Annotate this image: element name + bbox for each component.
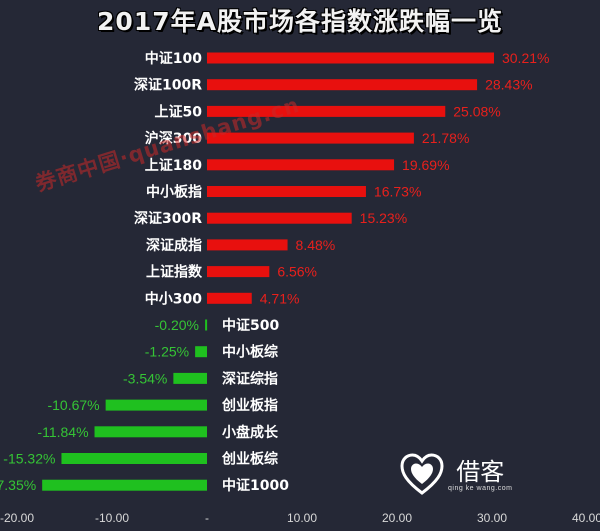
value-label: -15.32% — [3, 451, 55, 467]
bar-9 — [207, 266, 270, 278]
category-label: 沪深300 — [145, 130, 202, 147]
value-label: -11.84% — [37, 424, 88, 440]
bar-16 — [61, 453, 208, 464]
labels-group: 中证100 30.21% 深证100R 28.43% 上证50 25.08% 沪深300 21… — [0, 50, 549, 494]
category-label: 中小板指 — [146, 184, 202, 201]
value-label: -17.35% — [0, 477, 36, 493]
value-label: 16.73% — [374, 184, 421, 200]
value-label: 4.71% — [260, 290, 300, 306]
x-tick-label: 30.00 — [477, 511, 507, 525]
category-label: 上证180 — [145, 158, 202, 174]
category-label: 深证100R — [134, 77, 202, 94]
bar-17 — [42, 479, 207, 491]
chart-title: 2017年A股市场各指数涨跌幅一览 — [97, 7, 503, 36]
category-label: 创业板指 — [221, 397, 278, 414]
bar-13 — [173, 372, 207, 384]
value-label: 30.21% — [502, 50, 549, 66]
category-label: 中证100 — [145, 50, 202, 67]
value-label: 6.56% — [277, 264, 317, 280]
category-label: 中小板综 — [222, 344, 278, 361]
category-label: 深证成指 — [146, 237, 202, 254]
bar-1 — [207, 52, 494, 64]
value-label: 8.48% — [296, 237, 336, 253]
category-label: 小盘成长 — [222, 424, 279, 441]
bars-group — [42, 52, 494, 491]
value-label: -3.54% — [123, 370, 167, 386]
bar-6 — [207, 186, 366, 197]
bar-2 — [207, 79, 478, 91]
bar-3 — [207, 105, 446, 117]
bar-11 — [205, 319, 208, 331]
value-label: -10.67% — [47, 397, 99, 413]
category-label: 深证300R — [134, 210, 202, 227]
bar-14 — [105, 399, 207, 411]
category-label: 中证500 — [222, 317, 279, 334]
value-label: 21.78% — [422, 130, 469, 146]
logo-name: 借客 — [456, 457, 505, 486]
x-tick-label: -10.00 — [95, 511, 129, 525]
bar-15 — [94, 426, 207, 438]
value-label: 28.43% — [485, 77, 532, 93]
x-tick-label: -20.00 — [0, 511, 34, 525]
category-label: 中证1000 — [222, 477, 289, 494]
category-label: 中小300 — [145, 290, 202, 307]
bar-4 — [207, 132, 414, 144]
value-label: 19.69% — [402, 157, 449, 173]
brand-logo: 借客 qing ke wang.com — [400, 452, 530, 498]
x-tick-label: 40.00 — [572, 511, 600, 525]
bar-8 — [207, 239, 288, 251]
category-label: 上证指数 — [146, 264, 203, 281]
category-label: 上证50 — [155, 104, 203, 120]
logo-site: qing ke wang.com — [448, 484, 513, 492]
x-tick-label: 20.00 — [382, 511, 412, 525]
value-label: -0.20% — [155, 317, 199, 333]
category-label: 创业板综 — [221, 451, 278, 468]
bar-5 — [207, 159, 395, 171]
bar-7 — [207, 212, 352, 224]
bar-12 — [195, 346, 207, 358]
value-label: -1.25% — [145, 344, 189, 360]
heart-logo-icon — [400, 453, 444, 495]
x-axis-ticks: -20.00 -10.00-10.00 20.00 30.00 40.00 — [0, 511, 600, 525]
value-label: 25.08% — [453, 103, 500, 119]
x-tick-label: - — [205, 511, 209, 525]
x-tick-label: 10.00 — [287, 511, 317, 525]
category-label: 深证综指 — [222, 370, 278, 387]
value-label: 15.23% — [360, 210, 407, 226]
bar-10 — [207, 292, 252, 304]
